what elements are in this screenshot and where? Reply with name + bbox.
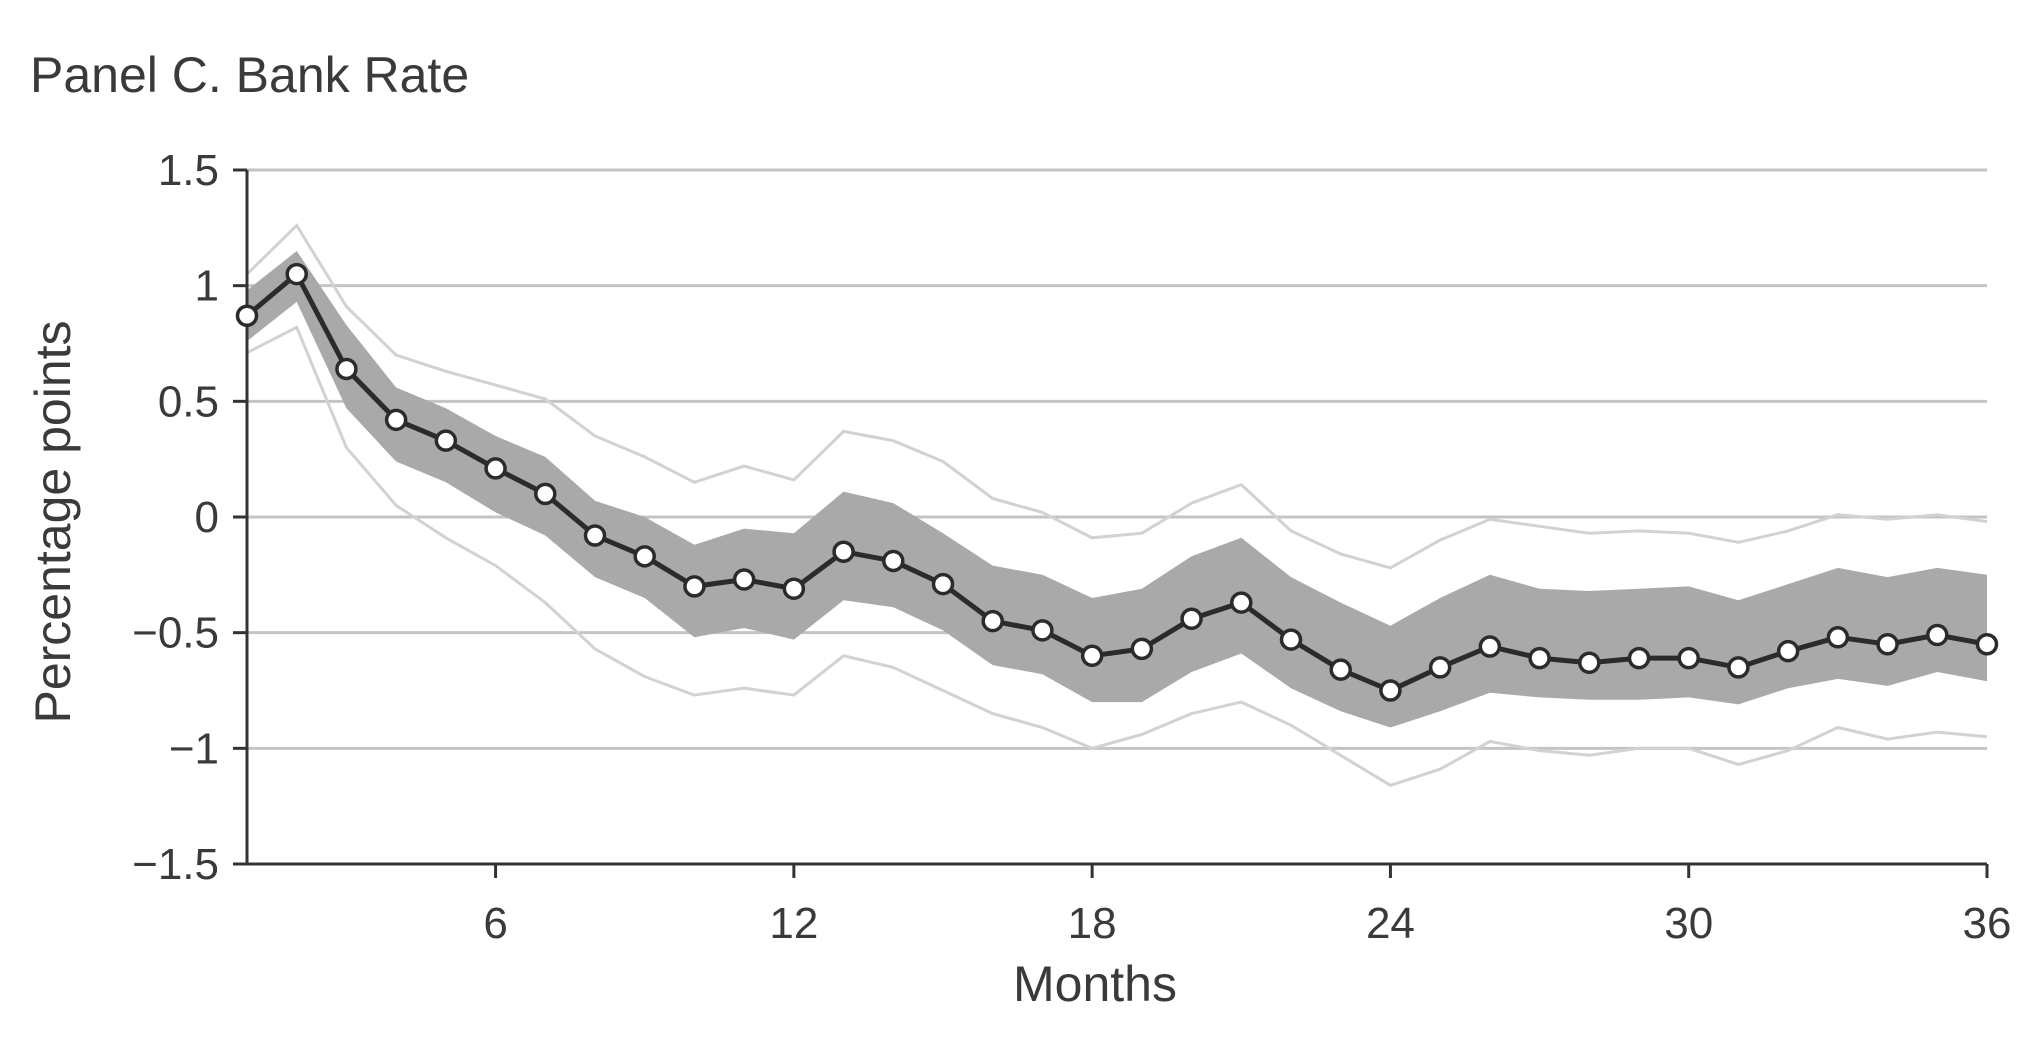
outer-band-upper-line <box>245 223 1988 570</box>
confidence-bands <box>245 223 1988 787</box>
estimate-series <box>235 262 1999 702</box>
estimate-point <box>235 304 259 327</box>
x-axis-label: Months <box>1013 956 1177 1012</box>
outer-band-lower-line <box>246 325 1988 787</box>
y-axis-label: Percentage points <box>25 320 81 723</box>
x-tick-label: 30 <box>1664 899 1713 948</box>
estimate-point <box>882 549 905 573</box>
y-tick-label: 0.5 <box>158 377 219 426</box>
estimate-point <box>1230 591 1253 614</box>
estimate-point <box>384 408 408 432</box>
estimate-point <box>1428 656 1452 679</box>
estimate-point <box>1379 679 1402 702</box>
estimate-point <box>583 524 607 547</box>
estimate-point <box>633 545 656 568</box>
estimate-point <box>782 577 806 600</box>
estimate-point <box>1080 644 1104 668</box>
estimate-point <box>1528 646 1551 670</box>
estimate-point <box>1975 632 1999 656</box>
inner-confidence-band <box>247 251 1987 728</box>
estimate-point <box>1279 628 1303 651</box>
x-tick-label: 36 <box>1963 899 2012 948</box>
estimate-point <box>1926 623 1949 647</box>
estimate-point <box>981 609 1004 633</box>
y-tick-label: 1.5 <box>158 146 219 195</box>
x-tick-label: 24 <box>1366 899 1415 948</box>
x-tick-label: 18 <box>1068 899 1117 948</box>
estimate-point <box>1677 646 1700 670</box>
estimate-point <box>1329 658 1352 681</box>
estimate-point <box>1776 639 1800 663</box>
x-tick-label: 12 <box>769 899 818 948</box>
estimate-point <box>1578 651 1601 674</box>
y-tick-label: 1 <box>195 262 219 311</box>
estimate-point <box>931 572 955 596</box>
tick-labels: 1.5 1 0.5 0 −0.5 −1 −1.5 6 12 18 24 30 36 <box>132 146 2011 948</box>
estimate-point <box>1130 637 1154 661</box>
estimate-point <box>434 429 458 452</box>
chart-title: Panel C. Bank Rate <box>30 47 469 103</box>
estimate-point <box>1826 626 1850 649</box>
x-tick-label: 6 <box>483 899 507 948</box>
y-tick-label: 0 <box>195 493 219 542</box>
estimate-point <box>335 357 358 381</box>
estimate-point <box>1180 607 1203 631</box>
estimate-point <box>285 262 308 286</box>
y-tick-label: −0.5 <box>132 609 219 658</box>
estimate-point <box>1031 619 1054 642</box>
axes <box>233 168 1989 878</box>
estimate-point <box>683 575 706 598</box>
estimate-point <box>832 540 855 563</box>
estimate-point <box>1876 632 1899 656</box>
y-tick-label: −1.5 <box>132 840 219 889</box>
y-tick-label: −1 <box>169 724 219 773</box>
estimate-point <box>1727 656 1750 679</box>
estimate-point <box>732 568 756 591</box>
estimate-point <box>484 457 507 480</box>
estimate-point <box>534 482 557 506</box>
estimate-point <box>1478 635 1502 658</box>
estimate-point <box>1627 646 1651 670</box>
